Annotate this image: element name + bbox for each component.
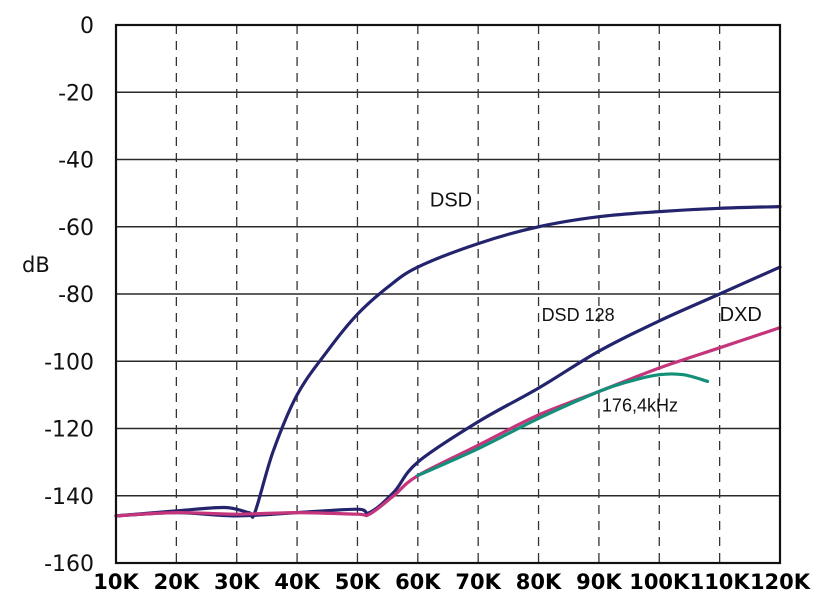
series-layer bbox=[114, 205, 782, 519]
curve-label-0: DSD bbox=[430, 190, 472, 212]
y-tick-label-6: -120 bbox=[44, 418, 94, 443]
y-tick-label-8: -160 bbox=[44, 552, 94, 577]
horizontal-grid bbox=[116, 91, 780, 497]
x-tick-label-1: 20K bbox=[154, 570, 200, 594]
curve-label-1: DSD 128 bbox=[542, 305, 615, 325]
x-axis-ticks: 10K 20K 30K 40K 50K 60K 70K 80K 90K 100K 110K 120K bbox=[93, 570, 811, 594]
x-tick-label-6: 70K bbox=[455, 570, 501, 594]
curve-label-3: 176,4kHz bbox=[602, 396, 678, 416]
y-axis-ticks: 0 -20 -40 -60 -80 -100 -120 -140 -160 bbox=[44, 14, 94, 577]
vertical-grid bbox=[175, 25, 721, 563]
x-tick-label-3: 40K bbox=[274, 570, 320, 594]
x-tick-label-8: 90K bbox=[576, 570, 622, 594]
y-tick-label-3: -60 bbox=[58, 216, 94, 241]
x-tick-label-11: 120K bbox=[750, 570, 811, 594]
plot-frame bbox=[114, 23, 782, 565]
y-axis-label: dB bbox=[22, 253, 50, 277]
y-tick-label-0: 0 bbox=[80, 14, 94, 39]
y-tick-label-4: -80 bbox=[58, 283, 94, 308]
plot-border bbox=[114, 23, 782, 565]
y-tick-label-5: -100 bbox=[44, 350, 94, 375]
x-tick-label-9: 100K bbox=[629, 570, 690, 594]
x-tick-label-10: 110K bbox=[690, 570, 751, 594]
x-tick-label-2: 30K bbox=[214, 570, 260, 594]
series-line-3 bbox=[416, 372, 710, 478]
y-tick-label-7: -140 bbox=[44, 485, 94, 510]
series-line-1 bbox=[114, 265, 782, 518]
y-tick-label-1: -20 bbox=[58, 81, 94, 106]
series-line-2 bbox=[114, 326, 782, 518]
x-tick-label-4: 50K bbox=[335, 570, 381, 594]
x-tick-label-5: 60K bbox=[395, 570, 441, 594]
y-tick-label-2: -40 bbox=[58, 149, 94, 174]
x-tick-label-7: 80K bbox=[516, 570, 562, 594]
curve-label-2: DXD bbox=[720, 304, 762, 326]
curve-labels: DSD DSD 128 DXD 176,4kHz bbox=[430, 190, 762, 416]
series-line-0 bbox=[114, 205, 782, 519]
x-tick-label-0: 10K bbox=[93, 570, 139, 594]
